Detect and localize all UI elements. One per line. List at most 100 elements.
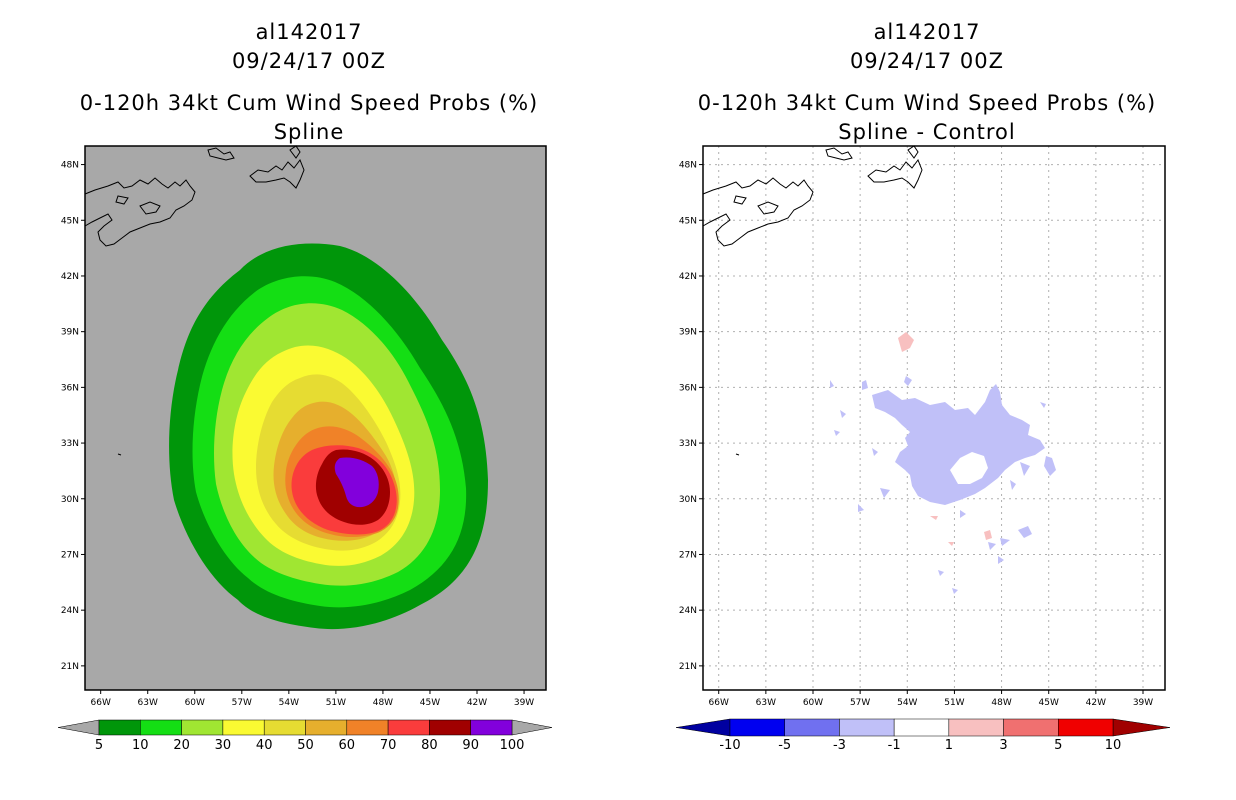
x-tick-label: 45W [1039,698,1059,708]
colorbar-label: 5 [1054,738,1062,753]
y-tick-label: 36N [679,383,697,393]
x-tick-label: 42W [467,698,487,708]
colorbar-label: 100 [500,738,525,753]
x-tick-label: 45W [420,698,440,708]
colorbar-label: 40 [256,738,273,753]
colorbar-swatch [305,719,348,736]
y-tick-label: 27N [61,550,79,560]
right-y-axis: 48N 45N 42N 39N 36N 33N 30N 27N 24N 21N [679,161,703,672]
colorbar-label: -1 [888,738,901,753]
colorbar-swatch [429,719,471,736]
right-plot-frame [702,145,1166,691]
x-tick-label: 66W [91,698,111,708]
colorbar-label: 10 [132,738,149,753]
x-tick-label: 60W [803,698,823,708]
x-tick-label: 66W [709,698,729,708]
right-chart: 48N 45N 42N 39N 36N 33N 30N 27N 24N 21N 66W 63W 60W… [675,145,1171,753]
y-tick-label: 21N [679,662,697,672]
colorbar-label: 5 [95,738,103,753]
x-tick-label: 39W [514,698,534,708]
right-negative-regions [830,376,1056,594]
colorbar-swatch [1058,718,1114,737]
colorbar-low-tip [675,718,731,737]
left-colorbar: 5 10 20 30 40 50 60 70 80 90 100 [57,719,553,753]
colorbar-swatch [893,718,950,737]
right-chart-subtitle: Spline - Control [838,120,1016,144]
colorbar-label: 60 [339,738,356,753]
colorbar-label: -5 [778,738,791,753]
left-chart: 48N 45N 42N 39N 36N 33N 30N 27N 24N 21N 66W 63W 60W… [57,145,553,753]
colorbar-high-tip [511,719,553,736]
left-plot-frame [84,145,547,691]
y-tick-label: 30N [679,495,697,505]
colorbar-swatch [839,718,895,737]
right-storm-id: al142017 [873,20,981,44]
colorbar-swatch [470,719,513,736]
y-tick-label: 39N [61,328,79,338]
y-tick-label: 27N [679,550,697,560]
colorbar-swatch [222,719,265,736]
colorbar-label: 30 [215,738,232,753]
colorbar-label: -10 [719,738,740,753]
colorbar-high-tip [1112,718,1171,737]
colorbar-swatch [346,719,389,736]
colorbar-label: 1 [945,738,953,753]
x-tick-label: 48W [991,698,1011,708]
colorbar-swatch [140,719,182,736]
right-chart-title: 0-120h 34kt Cum Wind Speed Probs (%) [697,91,1157,115]
y-tick-label: 33N [61,439,79,449]
left-contour-90 [334,457,379,508]
y-tick-label: 24N [61,606,79,616]
x-tick-label: 39W [1133,698,1153,708]
left-chart-title: 0-120h 34kt Cum Wind Speed Probs (%) [79,91,539,115]
colorbar-label: 80 [421,738,438,753]
left-x-axis: 66W 63W 60W 57W 54W 51W 48W 45W 42W 39W [91,690,534,708]
y-tick-label: 36N [61,383,79,393]
colorbar-label: 50 [297,738,314,753]
y-tick-label: 48N [679,161,697,171]
left-coastline [84,145,305,456]
x-tick-label: 42W [1086,698,1106,708]
colorbar-swatch [729,718,785,737]
colorbar-swatch [1003,718,1059,737]
y-tick-label: 33N [679,439,697,449]
right-x-axis: 66W 63W 60W 57W 54W 51W 48W 45W 42W 39W [709,690,1153,708]
colorbar-label: -3 [833,738,846,753]
colorbar-label: 90 [462,738,479,753]
left-datetime: 09/24/17 00Z [231,49,387,73]
colorbar-swatch [387,719,430,736]
y-tick-label: 39N [679,328,697,338]
x-tick-label: 51W [326,698,346,708]
x-tick-label: 63W [756,698,776,708]
x-tick-label: 63W [138,698,158,708]
x-tick-label: 54W [897,698,917,708]
colorbar-label: 20 [173,738,190,753]
x-tick-label: 57W [232,698,252,708]
colorbar-swatch [263,719,306,736]
y-tick-label: 42N [679,272,697,282]
y-tick-label: 21N [61,662,79,672]
colorbar-label: 3 [999,738,1007,753]
colorbar-label: 10 [1105,738,1122,753]
x-tick-label: 54W [279,698,299,708]
colorbar-swatch [784,718,840,737]
right-colorbar: -10 -5 -3 -1 1 3 5 10 [675,718,1171,753]
left-storm-id: al142017 [255,20,363,44]
y-tick-label: 30N [61,495,79,505]
y-tick-label: 48N [61,161,79,171]
y-tick-label: 45N [679,216,697,226]
x-tick-label: 60W [185,698,205,708]
y-tick-label: 24N [679,606,697,616]
right-coastline [702,145,923,456]
x-tick-label: 51W [944,698,964,708]
left-chart-subtitle: Spline [273,120,345,144]
right-gridlines [703,146,1165,690]
colorbar-swatch [98,719,141,736]
colorbar-label: 70 [380,738,397,753]
colorbar-swatch [948,718,1004,737]
x-tick-label: 57W [850,698,870,708]
y-tick-label: 42N [61,272,79,282]
y-tick-label: 45N [61,216,79,226]
right-datetime: 09/24/17 00Z [849,49,1005,73]
